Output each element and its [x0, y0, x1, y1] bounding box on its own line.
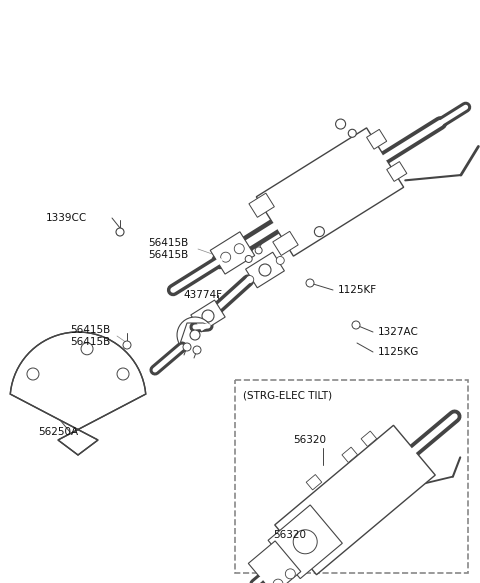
Text: 56415B: 56415B	[148, 238, 188, 248]
Text: 1327AC: 1327AC	[378, 327, 419, 337]
Circle shape	[81, 343, 93, 355]
Text: 1339CC: 1339CC	[46, 213, 87, 223]
Circle shape	[117, 368, 129, 380]
Circle shape	[306, 279, 314, 287]
Circle shape	[221, 252, 231, 262]
Polygon shape	[246, 252, 284, 288]
Circle shape	[190, 330, 200, 340]
Circle shape	[314, 227, 324, 237]
Polygon shape	[210, 232, 255, 274]
Circle shape	[348, 129, 356, 137]
Circle shape	[285, 569, 295, 579]
Polygon shape	[367, 129, 387, 149]
Polygon shape	[342, 447, 358, 462]
Circle shape	[259, 264, 271, 276]
Bar	[235, 380, 468, 573]
Circle shape	[246, 276, 254, 283]
Text: 56415B: 56415B	[148, 250, 188, 260]
Polygon shape	[191, 300, 225, 332]
Text: 56320: 56320	[274, 530, 307, 540]
Circle shape	[183, 343, 191, 351]
Text: 43774F: 43774F	[183, 290, 222, 300]
Circle shape	[273, 579, 283, 583]
Polygon shape	[248, 541, 301, 583]
Text: 1125KG: 1125KG	[378, 347, 420, 357]
Polygon shape	[249, 193, 275, 217]
Text: (STRG-ELEC TILT): (STRG-ELEC TILT)	[243, 390, 332, 400]
Polygon shape	[177, 317, 210, 345]
Circle shape	[245, 255, 252, 262]
Circle shape	[352, 321, 360, 329]
Polygon shape	[10, 332, 146, 455]
Text: 1125KF: 1125KF	[338, 285, 377, 295]
Polygon shape	[273, 231, 298, 255]
Polygon shape	[306, 475, 322, 490]
Circle shape	[116, 228, 124, 236]
Circle shape	[293, 530, 317, 554]
Text: 56250A: 56250A	[38, 427, 78, 437]
Circle shape	[123, 341, 131, 349]
Polygon shape	[275, 425, 435, 575]
Polygon shape	[361, 431, 377, 447]
Circle shape	[234, 244, 244, 254]
Polygon shape	[268, 505, 342, 578]
Polygon shape	[256, 128, 404, 256]
Text: 56415B: 56415B	[70, 325, 110, 335]
Circle shape	[202, 310, 214, 322]
Polygon shape	[387, 161, 407, 181]
Circle shape	[27, 368, 39, 380]
Circle shape	[255, 247, 262, 254]
Text: 56320: 56320	[293, 435, 326, 445]
Circle shape	[193, 346, 201, 354]
Circle shape	[276, 257, 284, 265]
Text: 56415B: 56415B	[70, 337, 110, 347]
Circle shape	[336, 119, 346, 129]
